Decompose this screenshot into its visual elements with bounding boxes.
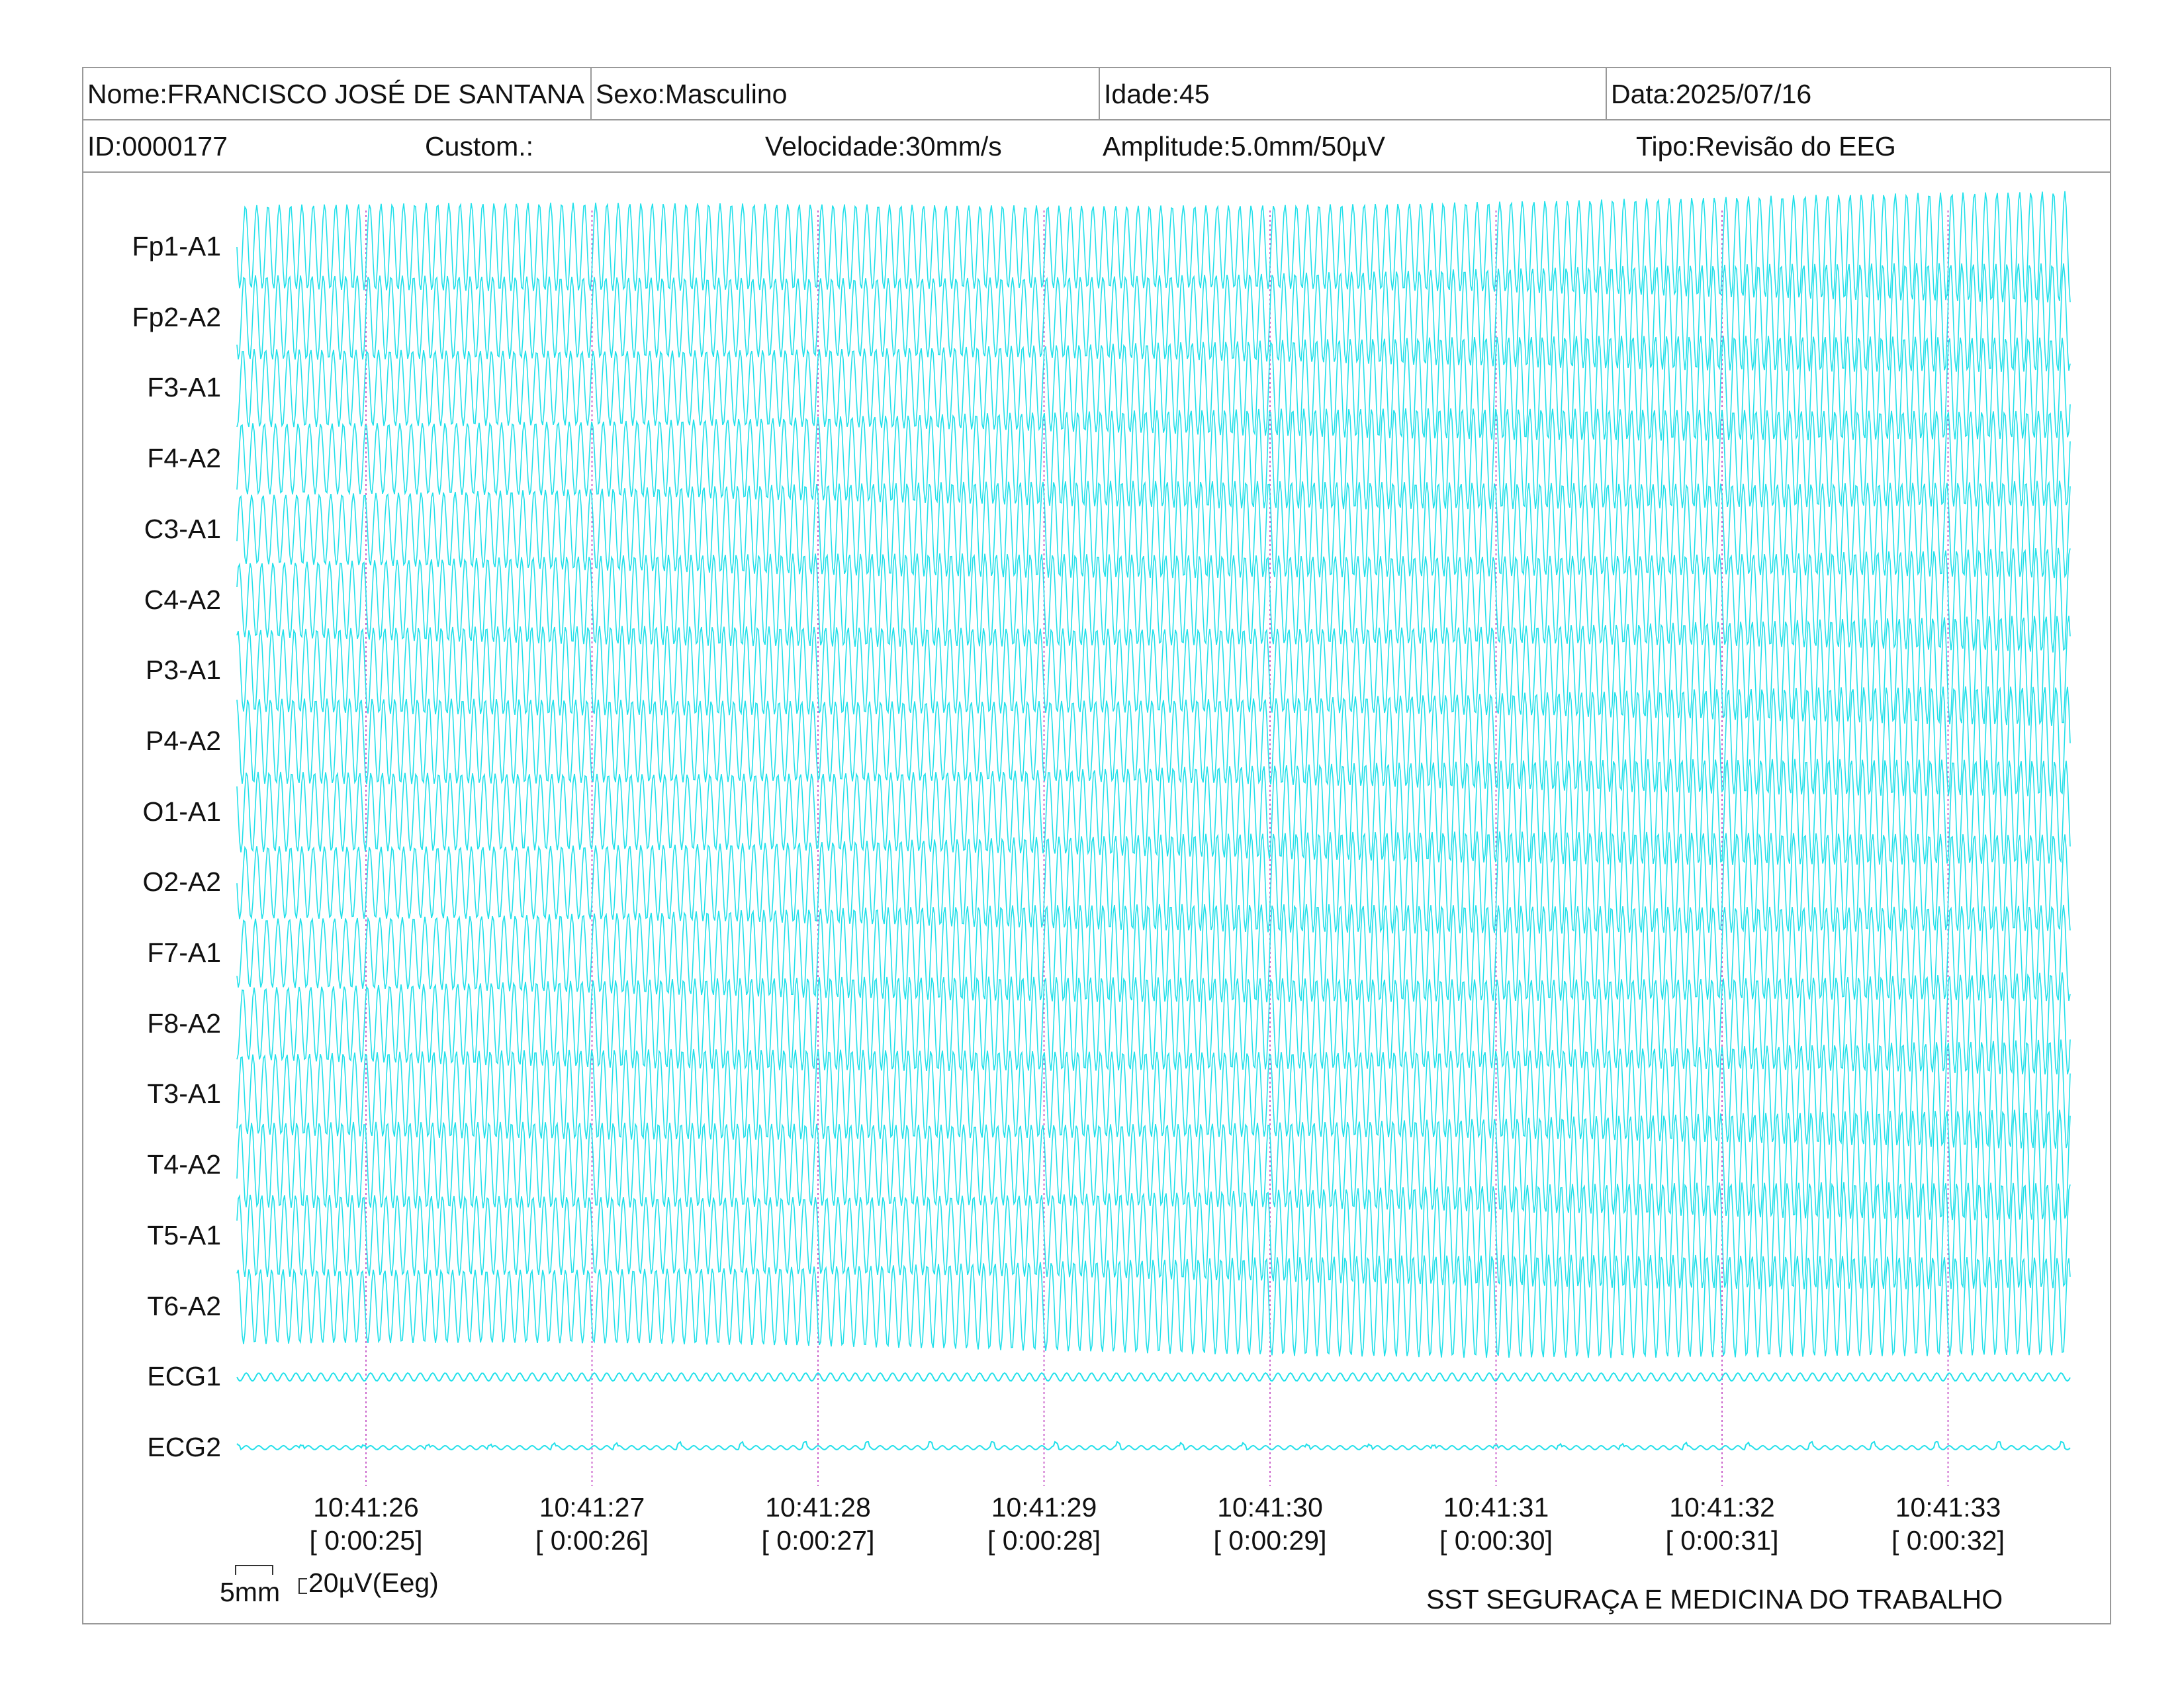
- time-clock-label: 10:41:30: [1217, 1492, 1323, 1523]
- time-elapsed-label: [ 0:00:25]: [309, 1525, 423, 1556]
- eeg-report-sheet: Nome:FRANCISCO JOSÉ DE SANTANA Sexo:Masc…: [82, 67, 2111, 1624]
- time-clock-label: 10:41:33: [1895, 1492, 2001, 1523]
- amplitude-setting: Amplitude:5.0mm/50µV: [1103, 131, 1385, 162]
- trace-fp1-a1: [236, 191, 2071, 303]
- time-clock-label: 10:41:27: [539, 1492, 645, 1523]
- channel-label-ecg1: ECG1: [147, 1361, 221, 1392]
- company-name: SST SEGURAÇA E MEDICINA DO TRABALHO: [1426, 1584, 2003, 1615]
- trace-ecg1: [236, 1372, 2071, 1382]
- time-elapsed-label: [ 0:00:32]: [1891, 1525, 2005, 1556]
- trace-t5-a1: [236, 1182, 2071, 1289]
- channel-label-t4-a2: T4-A2: [147, 1149, 221, 1180]
- channel-label-t6-a2: T6-A2: [147, 1290, 221, 1321]
- time-clock-label: 10:41:26: [313, 1492, 419, 1523]
- time-label: 10:41:32[ 0:00:31]: [1623, 1491, 1821, 1557]
- trace-t3-a1: [236, 1039, 2071, 1149]
- trace-c3-a1: [236, 481, 2071, 579]
- trace-f8-a2: [236, 972, 2071, 1075]
- trace-fp2-a2: [236, 263, 2071, 372]
- trace-o1-a1: [236, 759, 2071, 865]
- time-label: 10:41:26[ 0:00:25]: [267, 1491, 465, 1557]
- time-label: 10:41:29[ 0:00:28]: [945, 1491, 1144, 1557]
- time-label: 10:41:28[ 0:00:27]: [719, 1491, 917, 1557]
- channel-label-f8-a2: F8-A2: [147, 1008, 221, 1039]
- channel-label-ecg2: ECG2: [147, 1431, 221, 1462]
- time-label: 10:41:31[ 0:00:30]: [1397, 1491, 1596, 1557]
- channel-label-f7-a1: F7-A1: [147, 937, 221, 968]
- time-clock-label: 10:41:32: [1669, 1492, 1775, 1523]
- channel-label-p3-a1: P3-A1: [146, 655, 221, 686]
- time-elapsed-label: [ 0:00:30]: [1439, 1525, 1553, 1556]
- channel-label-t5-a1: T5-A1: [147, 1219, 221, 1250]
- trace-p3-a1: [236, 616, 2071, 726]
- time-label: 10:41:27[ 0:00:26]: [493, 1491, 692, 1557]
- time-elapsed-label: [ 0:00:28]: [987, 1525, 1101, 1556]
- channel-label-f4-a2: F4-A2: [147, 443, 221, 474]
- channel-label-f3-a1: F3-A1: [147, 372, 221, 403]
- trace-ecg2: [236, 1440, 2071, 1451]
- trace-o2-a2: [236, 831, 2071, 934]
- trace-f4-a2: [236, 408, 2071, 510]
- header-row-patient: Nome:FRANCISCO JOSÉ DE SANTANA Sexo:Masc…: [83, 68, 2110, 120]
- custom-field: Custom.:: [425, 131, 534, 162]
- trace-f7-a1: [236, 904, 2071, 1003]
- time-clock-label: 10:41:28: [765, 1492, 871, 1523]
- patient-age: Idade:45: [1099, 68, 1606, 119]
- channel-label-c3-a1: C3-A1: [144, 513, 221, 544]
- time-elapsed-label: [ 0:00:31]: [1665, 1525, 1779, 1556]
- review-type: Tipo:Revisão do EEG: [1636, 131, 1896, 162]
- trace-t6-a2: [236, 1254, 2071, 1358]
- patient-id: ID:0000177: [87, 131, 228, 162]
- scale-bar-icon: [235, 1565, 307, 1594]
- time-elapsed-label: [ 0:00:27]: [761, 1525, 875, 1556]
- channel-label-c4-a2: C4-A2: [144, 584, 221, 615]
- channel-label-fp2-a2: Fp2-A2: [132, 301, 221, 332]
- scale-uv-label: 20µV(Eeg): [308, 1568, 439, 1598]
- channel-label-fp1-a1: Fp1-A1: [132, 231, 221, 261]
- trace-t4-a2: [236, 1109, 2071, 1221]
- channel-label-t3-a1: T3-A1: [147, 1078, 221, 1109]
- time-clock-label: 10:41:31: [1443, 1492, 1549, 1523]
- record-date: Data:2025/07/16: [1606, 68, 2111, 119]
- time-label: 10:41:30[ 0:00:29]: [1171, 1491, 1369, 1557]
- trace-c4-a2: [236, 547, 2071, 653]
- time-label: 10:41:33[ 0:00:32]: [1849, 1491, 2048, 1557]
- trace-f3-a1: [236, 336, 2071, 441]
- scale-mm-label: 5mm: [220, 1577, 281, 1607]
- time-clock-label: 10:41:29: [991, 1492, 1097, 1523]
- trace-p4-a2: [236, 686, 2071, 796]
- header-row-recording: ID:0000177 Custom.: Velocidade:30mm/s Am…: [83, 120, 2110, 173]
- patient-name: Nome:FRANCISCO JOSÉ DE SANTANA: [87, 79, 585, 109]
- time-elapsed-label: [ 0:00:29]: [1213, 1525, 1327, 1556]
- speed-setting: Velocidade:30mm/s: [765, 131, 1002, 162]
- channel-label-o1-a1: O1-A1: [142, 796, 222, 827]
- patient-sex: Sexo:Masculino: [590, 68, 1099, 119]
- channel-label-p4-a2: P4-A2: [146, 725, 221, 756]
- channel-label-o2-a2: O2-A2: [142, 867, 222, 898]
- time-elapsed-label: [ 0:00:26]: [535, 1525, 649, 1556]
